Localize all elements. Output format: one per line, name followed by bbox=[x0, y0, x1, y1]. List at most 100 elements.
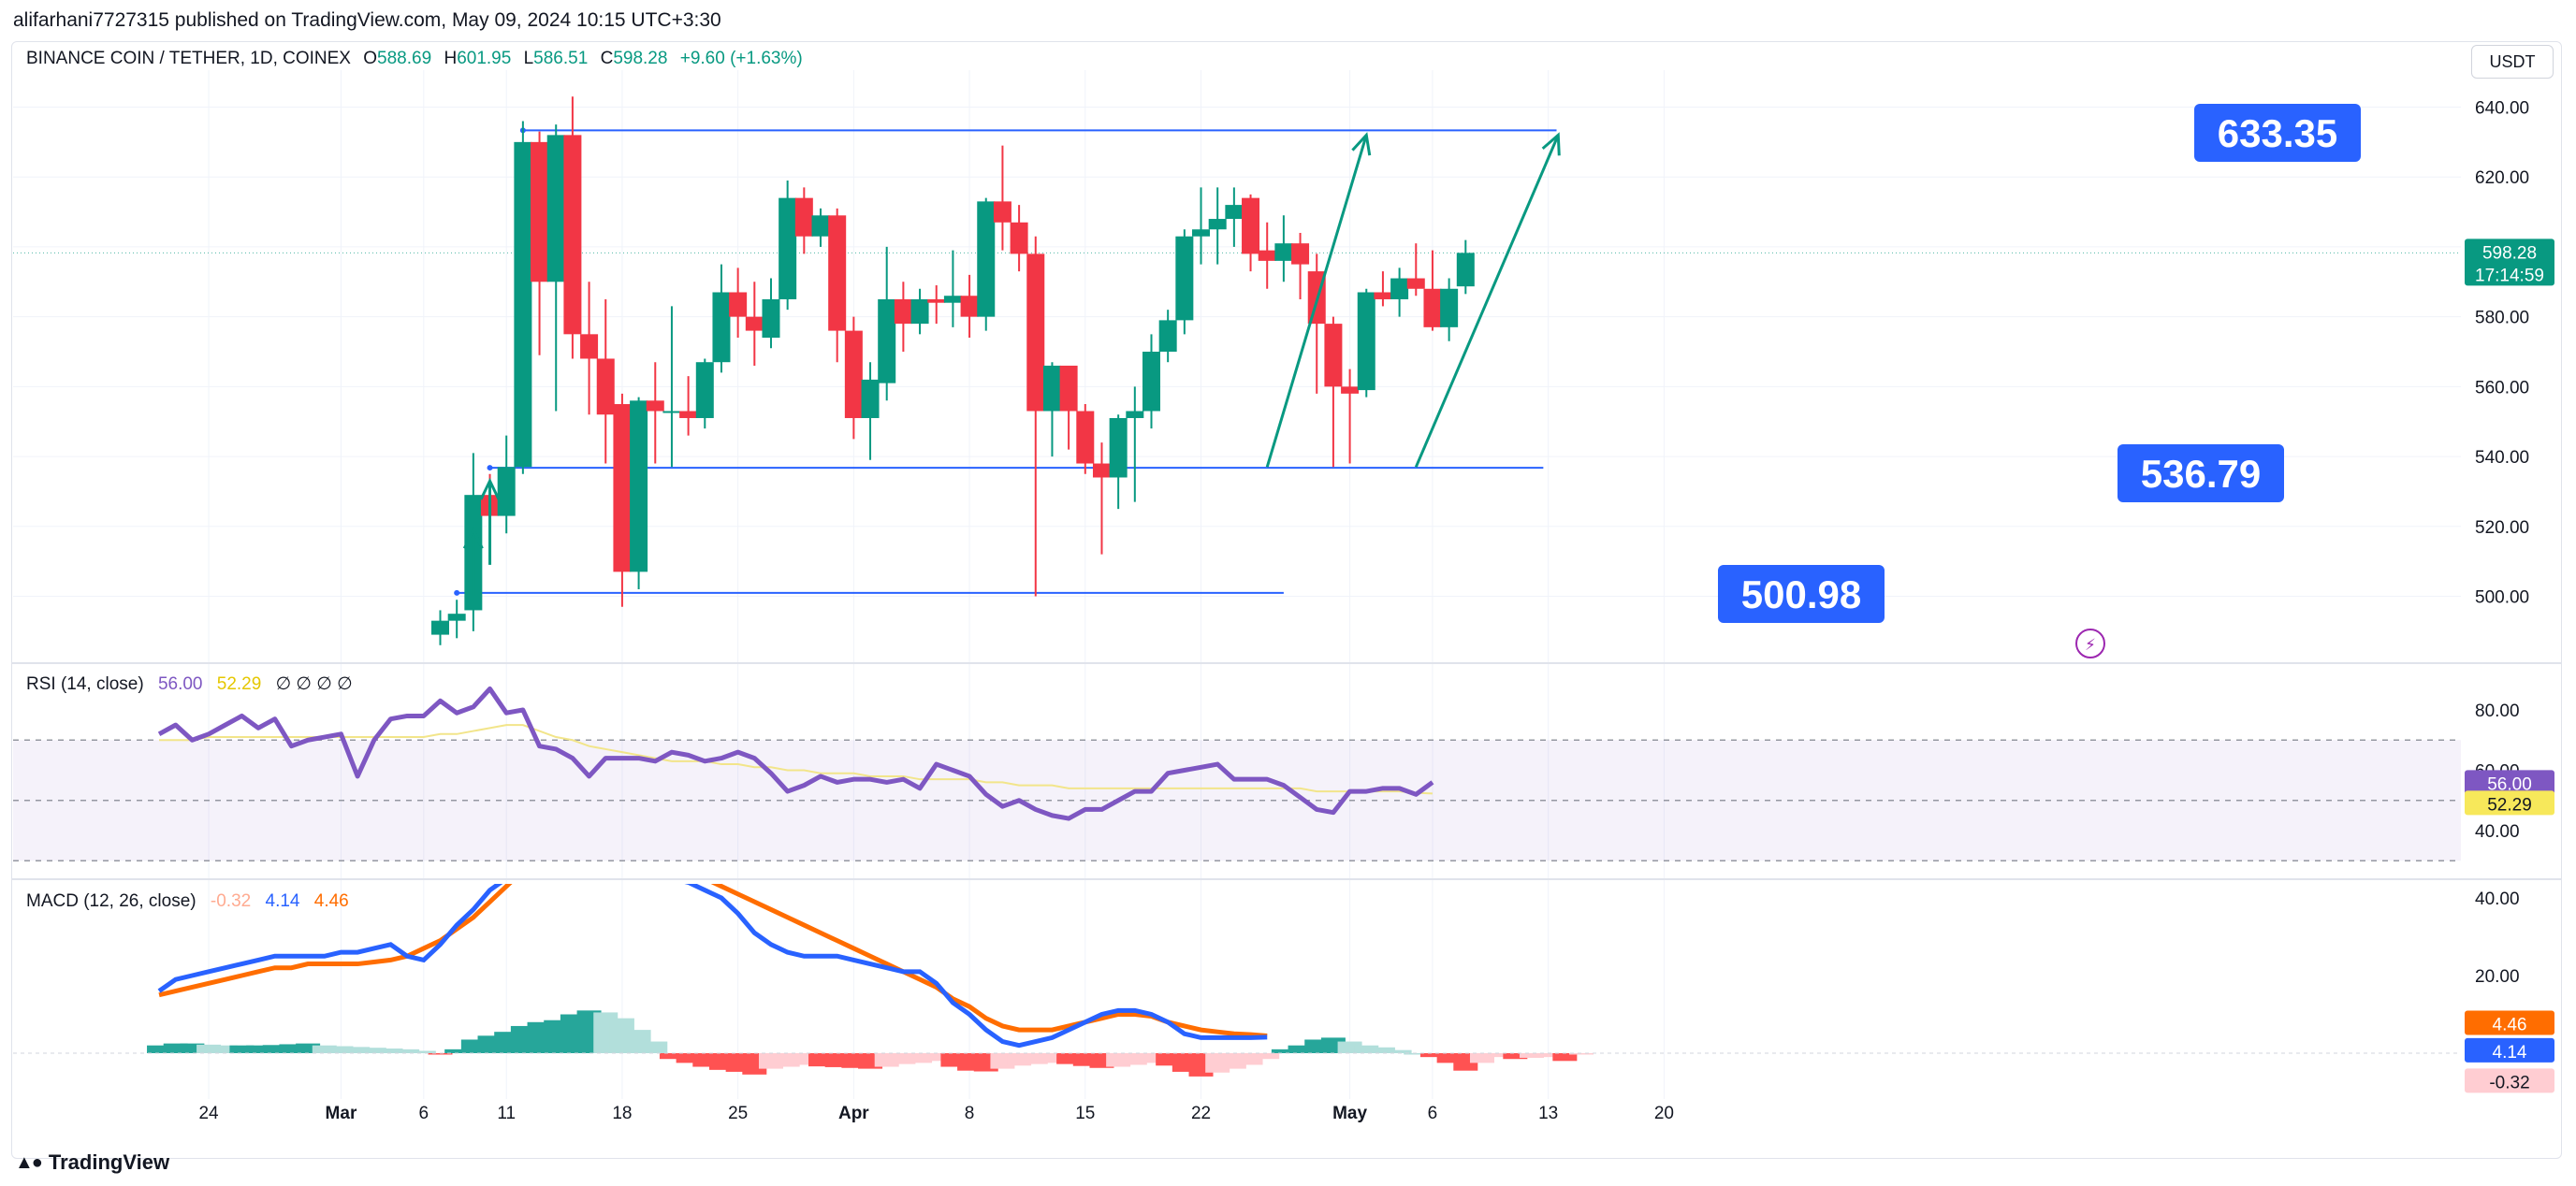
time-tick-label: 24 bbox=[198, 1104, 219, 1123]
candle[interactable] bbox=[1092, 442, 1111, 555]
macd-hist-tag: -0.32 bbox=[2465, 1068, 2554, 1093]
macd-histogram-bar bbox=[312, 1045, 337, 1053]
candle[interactable] bbox=[1258, 222, 1276, 289]
candle[interactable] bbox=[695, 358, 714, 429]
candle[interactable] bbox=[960, 274, 979, 339]
level-label-text: 500.98 bbox=[1741, 572, 1861, 616]
macd-histogram-bar bbox=[1552, 1053, 1578, 1062]
alert-icon[interactable] bbox=[2075, 629, 2105, 658]
candle[interactable] bbox=[646, 362, 664, 464]
candle[interactable] bbox=[993, 145, 1011, 251]
candle[interactable] bbox=[844, 316, 863, 440]
candle[interactable] bbox=[1126, 386, 1144, 502]
footer-brand[interactable]: ▲● TradingView bbox=[15, 1150, 169, 1175]
candle[interactable] bbox=[580, 282, 599, 415]
candle[interactable] bbox=[1059, 365, 1078, 450]
candle[interactable] bbox=[779, 180, 797, 311]
candle[interactable] bbox=[729, 268, 748, 339]
macd-label[interactable]: MACD (12, 26, close) bbox=[26, 891, 196, 911]
rsi-value-tag-bg bbox=[2465, 770, 2554, 795]
candle[interactable] bbox=[1026, 236, 1045, 597]
rsi-label[interactable]: RSI (14, close) bbox=[26, 674, 144, 694]
candle[interactable] bbox=[910, 288, 929, 335]
symbol-name[interactable]: BINANCE COIN / TETHER, 1D, COINEX bbox=[26, 49, 351, 68]
candle[interactable] bbox=[828, 208, 847, 363]
candle[interactable] bbox=[745, 282, 764, 366]
price-tick-label: 560.00 bbox=[2475, 378, 2529, 398]
candle[interactable] bbox=[613, 393, 632, 607]
level-label-box[interactable] bbox=[2118, 444, 2284, 502]
candle[interactable] bbox=[1192, 187, 1211, 265]
time-tick-label: 8 bbox=[965, 1104, 975, 1123]
candle[interactable] bbox=[497, 435, 516, 534]
candle[interactable] bbox=[630, 397, 648, 590]
candle-body bbox=[695, 362, 714, 418]
candle[interactable] bbox=[431, 610, 450, 645]
candle[interactable] bbox=[1440, 278, 1459, 341]
candle[interactable] bbox=[1341, 369, 1360, 464]
low-label: L bbox=[523, 49, 534, 68]
candle[interactable] bbox=[1406, 243, 1425, 296]
macd-histogram-bar bbox=[246, 1045, 271, 1053]
candle[interactable] bbox=[712, 264, 731, 373]
macd-histogram-bar bbox=[1486, 1053, 1511, 1058]
candle-body bbox=[1158, 320, 1177, 352]
candle-body bbox=[630, 400, 648, 572]
candle[interactable] bbox=[894, 282, 912, 352]
macd-histogram-bar bbox=[1520, 1053, 1544, 1058]
level-label-text: 633.35 bbox=[2218, 111, 2337, 155]
candle[interactable] bbox=[1208, 187, 1227, 265]
level-label-box[interactable] bbox=[1718, 565, 1885, 623]
macd-signal-line bbox=[158, 884, 1268, 1038]
candle[interactable] bbox=[794, 187, 813, 254]
candle[interactable] bbox=[762, 278, 780, 349]
candle[interactable] bbox=[1291, 232, 1310, 299]
candle[interactable] bbox=[596, 298, 615, 464]
candle[interactable] bbox=[1456, 239, 1475, 295]
candle[interactable] bbox=[1142, 334, 1160, 429]
candle[interactable] bbox=[1010, 205, 1028, 272]
candle[interactable] bbox=[943, 250, 962, 327]
candle[interactable] bbox=[977, 197, 996, 331]
candle[interactable] bbox=[531, 131, 549, 355]
candle[interactable] bbox=[1225, 187, 1244, 247]
level-label-box[interactable] bbox=[2194, 104, 2361, 162]
candle[interactable] bbox=[514, 121, 532, 474]
macd-signal-value: 4.46 bbox=[313, 891, 349, 911]
time-tick-label: 25 bbox=[728, 1104, 748, 1123]
candle[interactable] bbox=[1042, 362, 1061, 457]
candle[interactable] bbox=[1374, 271, 1392, 307]
candle[interactable] bbox=[1390, 268, 1409, 317]
candle[interactable] bbox=[861, 362, 880, 460]
candle[interactable] bbox=[878, 246, 896, 401]
candle[interactable] bbox=[1175, 229, 1194, 335]
candle[interactable] bbox=[1324, 316, 1343, 468]
candle[interactable] bbox=[447, 600, 466, 639]
candle-body bbox=[1208, 219, 1227, 230]
candle[interactable] bbox=[811, 208, 830, 247]
candle[interactable] bbox=[679, 376, 698, 436]
candle-body bbox=[1092, 463, 1111, 478]
candle[interactable] bbox=[927, 285, 946, 325]
candle[interactable] bbox=[1423, 250, 1442, 331]
macd-histogram-bar bbox=[147, 1045, 172, 1053]
candle[interactable] bbox=[1158, 310, 1177, 363]
candle-body bbox=[894, 298, 912, 325]
currency-button[interactable]: USDT bbox=[2471, 45, 2554, 79]
macd-clipped bbox=[13, 884, 2461, 1077]
candle-body bbox=[729, 292, 748, 317]
macd-hist-tag-bg bbox=[2465, 1068, 2554, 1093]
candle[interactable] bbox=[1357, 288, 1375, 398]
macd-histogram-bar bbox=[262, 1045, 287, 1053]
macd-histogram-bar bbox=[1354, 1045, 1379, 1053]
candle[interactable] bbox=[1076, 404, 1095, 474]
candle[interactable] bbox=[1109, 414, 1128, 510]
candle[interactable] bbox=[1242, 194, 1260, 272]
candle[interactable] bbox=[546, 124, 565, 412]
candle[interactable] bbox=[662, 306, 681, 468]
macd-histogram-bar bbox=[908, 1053, 933, 1063]
candle[interactable] bbox=[563, 96, 582, 359]
candle-body bbox=[779, 197, 797, 299]
candle[interactable] bbox=[1274, 215, 1293, 282]
